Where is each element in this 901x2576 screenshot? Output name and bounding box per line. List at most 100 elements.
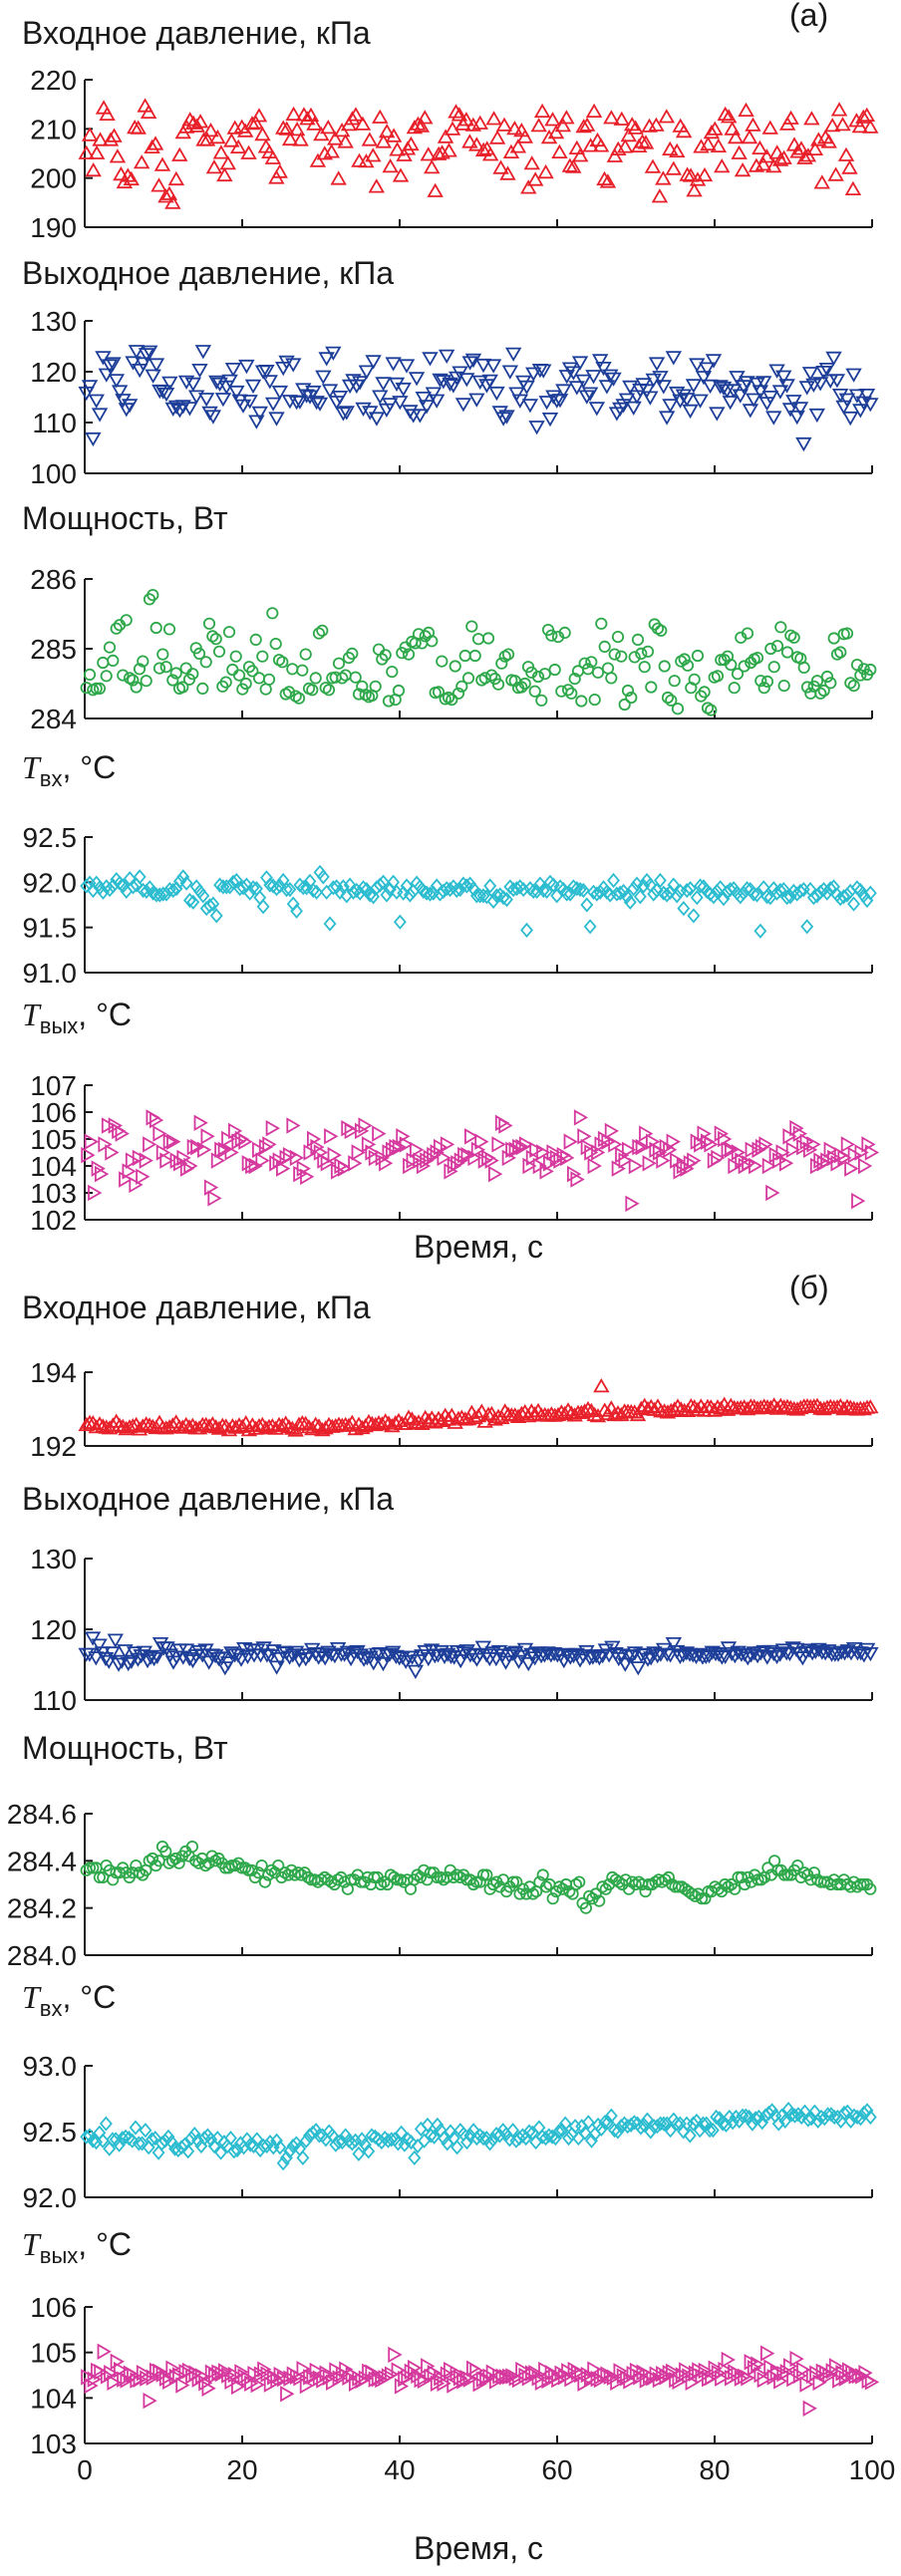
y-tick-label: 110 [32, 1685, 77, 1716]
data-point [111, 1417, 129, 1432]
data-point [389, 1138, 404, 1156]
data-point [551, 394, 569, 409]
data-point [146, 2132, 158, 2147]
data-point [575, 695, 588, 708]
data-point [687, 1152, 702, 1169]
data-point [725, 658, 738, 672]
data-point [818, 362, 836, 378]
data-point [628, 651, 641, 664]
data-point [81, 127, 99, 142]
data-point [201, 406, 218, 422]
data-point [285, 106, 302, 121]
data-point [542, 2128, 556, 2144]
data-point [613, 1406, 630, 1422]
data-point [682, 167, 700, 182]
data-point [734, 889, 748, 905]
data-point [495, 657, 508, 670]
data-point [219, 1656, 237, 1671]
data-point [358, 1117, 373, 1134]
data-point [645, 681, 658, 694]
data-point [177, 2137, 191, 2152]
data-point [440, 881, 453, 897]
data-point [146, 1652, 162, 1667]
data-point [273, 2140, 287, 2155]
data-point [320, 119, 337, 135]
data-point [288, 121, 306, 137]
data-point [246, 665, 259, 678]
data-point [392, 684, 406, 698]
data-point [120, 167, 137, 182]
data-point [488, 130, 506, 144]
data-point [617, 139, 634, 153]
data-point [457, 112, 475, 127]
data-point [412, 409, 429, 424]
data-point [154, 385, 171, 400]
data-point [739, 2108, 752, 2124]
data-point [203, 1179, 219, 1196]
data-point [697, 2116, 710, 2132]
data-point [705, 354, 723, 369]
data-point [132, 1149, 147, 1167]
data-point [269, 637, 282, 651]
data-point [107, 1873, 120, 1886]
data-point [864, 2374, 880, 2391]
data-point [410, 1414, 428, 1429]
data-point [102, 132, 120, 146]
panel-b_outlet_pressure: Выходное давление, кПа 110 120 130 [22, 1481, 879, 1716]
data-point [503, 1647, 521, 1662]
data-point [604, 1122, 619, 1140]
data-point [84, 1133, 100, 1150]
data-point [349, 2133, 362, 2148]
data-point [529, 1646, 547, 1661]
data-point [565, 158, 582, 173]
data-point [760, 889, 773, 905]
data-point [289, 1149, 304, 1167]
data-point [111, 385, 129, 400]
data-point [561, 362, 579, 377]
data-point [568, 672, 581, 686]
data-point [627, 120, 644, 135]
data-point [483, 2136, 496, 2151]
data-point [99, 2116, 113, 2132]
data-point [496, 890, 510, 906]
data-point [320, 1155, 336, 1172]
data-point [335, 407, 352, 422]
data-point [428, 394, 446, 409]
data-point [512, 1138, 527, 1156]
data-point [187, 2127, 201, 2143]
data-point [246, 880, 260, 896]
data-point [476, 1868, 490, 1881]
panel-b_power: Мощность, Вт 284.0 284.2 284.4 284.6 [7, 1730, 877, 1971]
panel-title: Tвых, °C [22, 2226, 132, 2268]
data-point [706, 2123, 720, 2139]
data-point [536, 1144, 551, 1161]
data-point [125, 356, 142, 371]
y-tick-label: 220 [30, 65, 77, 96]
series-b_power [80, 1841, 877, 1914]
data-point [683, 1398, 700, 1413]
data-point [860, 2103, 874, 2119]
data-point [461, 672, 475, 685]
data-point [591, 1651, 608, 1666]
data-point [332, 657, 346, 670]
data-point [864, 1144, 880, 1161]
y-tick-label: 286 [30, 564, 77, 595]
data-point [255, 1860, 268, 1872]
data-point [561, 157, 579, 172]
data-point [229, 139, 247, 154]
data-point [724, 882, 738, 898]
data-point [133, 869, 147, 885]
data-point [420, 146, 437, 161]
data-point [623, 1649, 640, 1665]
data-point [817, 684, 830, 698]
data-point [700, 2116, 714, 2132]
data-point [262, 673, 276, 686]
data-point [110, 1657, 128, 1672]
data-point [181, 402, 198, 417]
data-point [247, 2138, 260, 2154]
data-point [222, 626, 236, 639]
data-point [369, 680, 382, 693]
data-point [97, 1652, 115, 1667]
data-point [372, 109, 389, 124]
data-point [555, 384, 572, 399]
